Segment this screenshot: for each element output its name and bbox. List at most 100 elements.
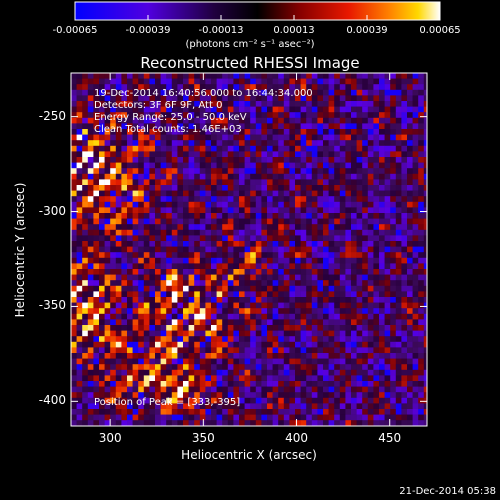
heatmap-cell [267, 252, 273, 259]
heatmap-cell [244, 224, 251, 231]
heatmap-cell [222, 185, 229, 191]
heatmap-cell [233, 252, 240, 259]
heatmap-cell [418, 347, 425, 354]
heatmap-cell [155, 280, 161, 287]
heatmap-cell [255, 134, 262, 141]
heatmap-cell [261, 151, 268, 158]
heatmap-cell [115, 269, 122, 275]
heatmap-cell [295, 246, 301, 253]
heatmap-cell [244, 308, 251, 315]
heatmap-cell [99, 196, 105, 203]
heatmap-cell [138, 157, 145, 163]
heatmap-cell [166, 252, 173, 259]
heatmap-cell [328, 112, 335, 119]
heatmap-cell [233, 392, 240, 399]
heatmap-cell [183, 241, 189, 247]
heatmap-cell [155, 162, 161, 169]
heatmap-cell [283, 414, 290, 421]
heatmap-cell [412, 78, 419, 85]
heatmap-cell [155, 358, 161, 365]
heatmap-cell [323, 229, 329, 236]
heatmap-cell [356, 235, 363, 242]
heatmap-cell [127, 196, 133, 203]
heatmap-cell [339, 140, 346, 147]
heatmap-cell [166, 381, 173, 387]
heatmap-cell [227, 129, 234, 135]
heatmap-cell [334, 403, 341, 410]
heatmap-cell [272, 134, 279, 141]
heatmap-cell [300, 336, 307, 343]
heatmap-cell [171, 229, 178, 236]
heatmap-cell [261, 420, 268, 426]
heatmap-cell [267, 274, 273, 281]
heatmap-cell [306, 375, 313, 382]
heatmap-cell [306, 78, 313, 85]
heatmap-cell [317, 358, 324, 365]
heatmap-cell [289, 392, 296, 399]
heatmap-cell [379, 386, 385, 393]
heatmap-cell [166, 190, 173, 197]
heatmap-cell [323, 140, 329, 147]
heatmap-cell [339, 168, 346, 175]
heatmap-cell [401, 375, 408, 382]
heatmap-cell [177, 157, 184, 163]
heatmap-cell [300, 151, 307, 158]
heatmap-cell [401, 353, 408, 359]
heatmap-cell [127, 78, 133, 85]
heatmap-cell [323, 330, 329, 337]
heatmap-cell [194, 409, 201, 415]
heatmap-cell [199, 308, 206, 315]
heatmap-cell [82, 73, 89, 79]
heatmap-cell [160, 425, 167, 426]
heatmap-cell [334, 369, 341, 376]
heatmap-cell [99, 129, 105, 135]
heatmap-cell [283, 207, 290, 214]
heatmap-cell [356, 207, 363, 214]
heatmap-cell [356, 336, 363, 343]
heatmap-cell [160, 168, 167, 175]
heatmap-cell [423, 95, 427, 102]
heatmap-cell [278, 425, 285, 426]
heatmap-cell [194, 151, 201, 158]
heatmap-cell [295, 84, 301, 91]
heatmap-cell [199, 313, 206, 320]
heatmap-cell [323, 157, 329, 163]
heatmap-cell [295, 106, 301, 113]
heatmap-cell [99, 112, 105, 119]
heatmap-cell [216, 425, 223, 426]
heatmap-cell [132, 381, 139, 387]
heatmap-cell [390, 347, 397, 354]
heatmap-cell [205, 207, 212, 214]
heatmap-cell [183, 168, 189, 175]
heatmap-cell [155, 218, 161, 225]
heatmap-cell [227, 381, 234, 387]
heatmap-cell [166, 364, 173, 371]
heatmap-cell [395, 185, 402, 191]
heatmap-cell [239, 269, 245, 275]
heatmap-cell [423, 308, 427, 315]
heatmap-cell [216, 179, 223, 186]
heatmap-cell [71, 151, 77, 158]
heatmap-cell [367, 151, 374, 158]
heatmap-cell [99, 173, 105, 180]
heatmap-cell [289, 263, 296, 270]
heatmap-cell [423, 129, 427, 135]
heatmap-cell [171, 369, 178, 376]
heatmap-cell [93, 313, 100, 320]
heatmap-cell [351, 123, 357, 130]
heatmap-cell [407, 246, 413, 253]
heatmap-cell [171, 162, 178, 169]
heatmap-cell [183, 95, 189, 102]
heatmap-cell [188, 218, 195, 225]
heatmap-cell [267, 112, 273, 119]
heatmap-cell [379, 201, 385, 208]
heatmap-cell [149, 168, 156, 175]
heatmap-cell [155, 101, 161, 107]
heatmap-cell [183, 308, 189, 315]
heatmap-cell [99, 403, 105, 410]
heatmap-cell [395, 73, 402, 79]
heatmap-cell [239, 207, 245, 214]
heatmap-cell [104, 129, 111, 135]
heatmap-cell [345, 151, 352, 158]
heatmap-cell [255, 140, 262, 147]
